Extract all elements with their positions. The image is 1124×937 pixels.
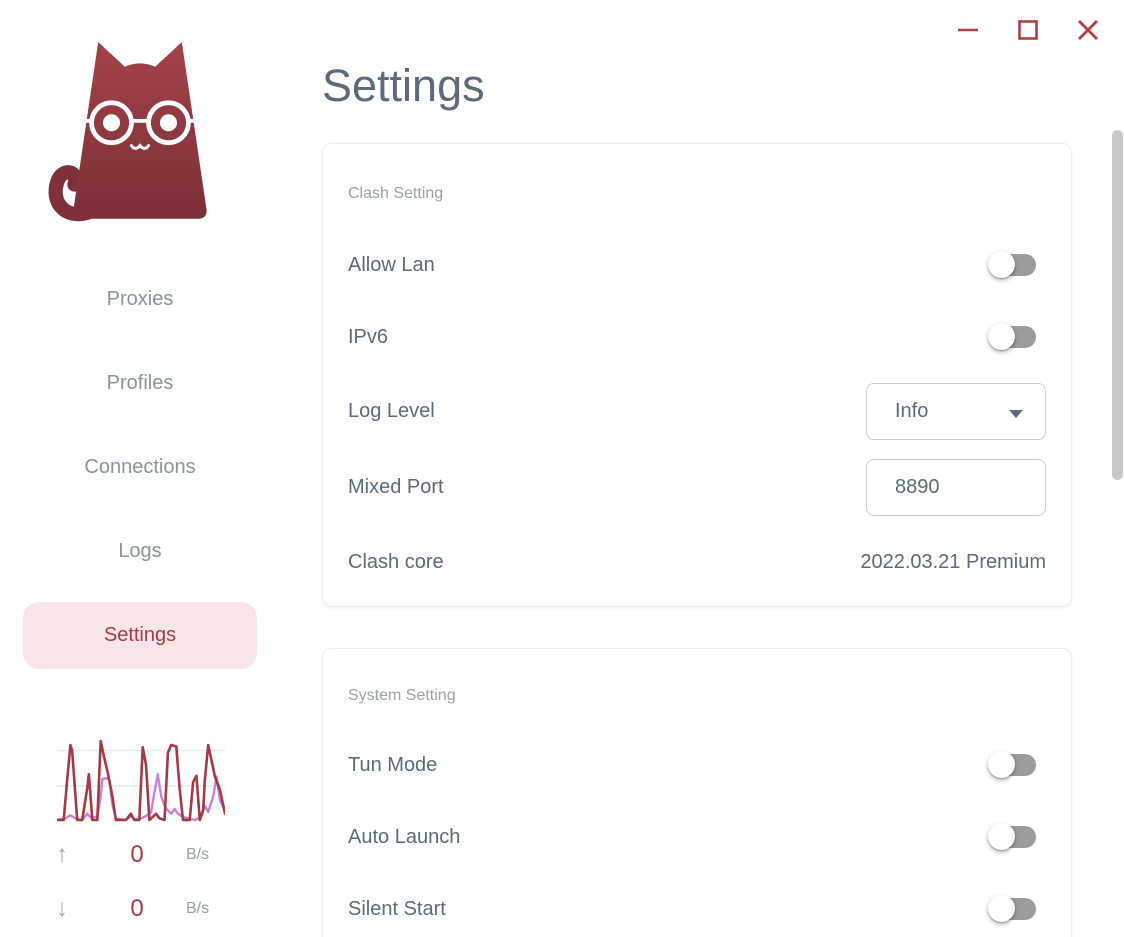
toggle-knob (988, 323, 1015, 350)
maximize-icon (1018, 20, 1038, 40)
mixed-port-label: Mixed Port (348, 475, 444, 498)
toggle-knob (988, 251, 1015, 278)
clash-cat-logo (48, 42, 207, 222)
upload-unit: B/s (186, 846, 210, 863)
sidebar-nav: Proxies Profiles Connections Logs Settin… (0, 266, 280, 669)
cat-eye-left (102, 114, 121, 132)
download-unit: B/s (186, 900, 210, 917)
cat-eye-right (159, 114, 178, 132)
download-value: 0 (130, 895, 144, 922)
page-title: Settings (322, 60, 485, 111)
close-button[interactable] (1072, 14, 1104, 46)
setting-row-log-level: Log Level Info (323, 373, 1071, 449)
traffic-chart (57, 739, 225, 822)
setting-row-allow-lan: Allow Lan (323, 229, 1071, 301)
download-arrow-icon: ↓ (56, 895, 68, 922)
mixed-port-input[interactable] (866, 458, 1046, 516)
sidebar-item-connections[interactable]: Connections (84, 456, 196, 478)
upload-value: 0 (130, 841, 144, 868)
auto-launch-toggle[interactable] (988, 822, 1046, 852)
silent-start-label: Silent Start (348, 897, 446, 920)
sidebar: Proxies Profiles Connections Logs Settin… (0, 0, 280, 937)
minimize-button[interactable] (952, 14, 984, 46)
allow-lan-toggle[interactable] (988, 250, 1046, 280)
setting-row-auto-launch: Auto Launch (323, 801, 1071, 873)
ipv6-label: IPv6 (348, 325, 389, 348)
log-level-selected-value: Info (895, 399, 929, 422)
clash-core-version: 2022.03.21 Premium (860, 550, 1046, 573)
cat-tail (48, 165, 94, 222)
auto-launch-label: Auto Launch (348, 825, 461, 848)
close-icon (1078, 20, 1098, 40)
traffic-series-upload (57, 739, 225, 822)
download-stat-row: ↓ 0 B/s (42, 894, 238, 924)
clash-setting-card: Clash Setting Allow Lan IPv6 Log Level (322, 143, 1072, 607)
setting-row-mixed-port: Mixed Port (323, 449, 1071, 525)
ipv6-toggle[interactable] (988, 322, 1046, 352)
setting-row-tun-mode: Tun Mode (323, 729, 1071, 801)
maximize-button[interactable] (1012, 14, 1044, 46)
system-setting-card: System Setting Tun Mode Auto Launch Sile… (322, 648, 1072, 937)
toggle-knob (988, 895, 1015, 922)
clash-core-label: Clash core (348, 550, 444, 573)
sidebar-item-profiles[interactable]: Profiles (106, 372, 174, 394)
sidebar-item-settings[interactable]: Settings (23, 602, 257, 669)
toggle-knob (988, 751, 1015, 778)
log-level-label: Log Level (348, 399, 435, 422)
cat-mouth (129, 143, 151, 150)
log-level-select[interactable]: Info (866, 382, 1046, 440)
main-content: Settings Clash Setting Allow Lan IPv6 Lo… (322, 0, 1072, 937)
allow-lan-label: Allow Lan (348, 253, 435, 276)
setting-row-ipv6: IPv6 (323, 301, 1071, 373)
window-controls (952, 14, 1104, 46)
scrollbar-thumb[interactable] (1112, 130, 1123, 480)
section-label-system: System Setting (348, 687, 456, 704)
setting-row-silent-start: Silent Start (323, 873, 1071, 937)
minimize-icon (958, 28, 978, 32)
scrollbar-track[interactable] (1108, 0, 1124, 937)
section-label-clash: Clash Setting (348, 184, 444, 202)
tun-mode-toggle[interactable] (988, 750, 1046, 780)
cat-body (73, 42, 207, 219)
sidebar-item-proxies[interactable]: Proxies (106, 288, 174, 310)
sidebar-item-logs[interactable]: Logs (118, 540, 162, 562)
tun-mode-label: Tun Mode (348, 753, 438, 776)
toggle-knob (988, 823, 1015, 850)
silent-start-toggle[interactable] (988, 894, 1046, 924)
upload-arrow-icon: ↑ (56, 841, 68, 868)
setting-row-clash-core: Clash core 2022.03.21 Premium (323, 525, 1071, 599)
chevron-down-icon (1009, 409, 1023, 418)
upload-stat-row: ↑ 0 B/s (42, 840, 238, 870)
